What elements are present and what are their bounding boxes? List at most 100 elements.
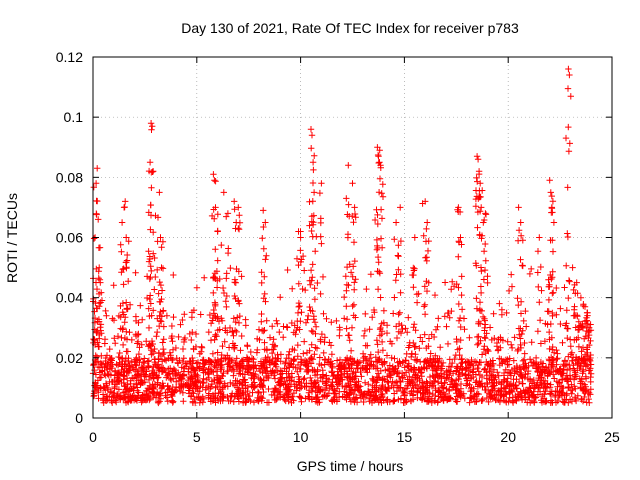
data-point — [457, 323, 464, 331]
data-point — [395, 320, 403, 328]
data-point — [565, 123, 572, 131]
data-point — [281, 360, 289, 367]
data-point — [207, 337, 215, 344]
data-point — [529, 380, 536, 387]
data-point — [179, 358, 187, 366]
data-point — [521, 390, 528, 397]
data-point — [376, 147, 383, 154]
data-point — [235, 204, 242, 211]
data-point — [501, 385, 509, 392]
data-point — [348, 324, 356, 331]
data-point — [565, 294, 572, 302]
data-point — [553, 311, 560, 318]
data-point — [420, 303, 428, 310]
data-point — [391, 355, 398, 362]
data-point — [314, 279, 321, 287]
data-point — [160, 345, 167, 353]
data-point — [329, 383, 336, 390]
data-point — [340, 363, 347, 370]
data-point — [218, 315, 225, 322]
data-point — [505, 287, 513, 295]
data-point — [549, 268, 556, 275]
data-point — [322, 380, 329, 387]
data-point — [366, 361, 374, 369]
data-point — [383, 387, 391, 395]
data-point — [472, 260, 479, 267]
data-point — [361, 379, 369, 386]
data-point — [473, 174, 480, 182]
data-point — [146, 253, 153, 260]
data-point — [466, 367, 474, 375]
data-point — [219, 385, 226, 393]
data-point — [374, 365, 381, 372]
x-tick-label: 0 — [89, 429, 97, 445]
data-point — [210, 289, 217, 297]
data-point — [217, 362, 224, 369]
data-point — [149, 367, 156, 375]
data-point — [115, 375, 122, 382]
data-point — [379, 347, 387, 354]
data-point — [124, 305, 131, 312]
data-point — [285, 351, 292, 358]
data-point — [286, 375, 293, 383]
data-point — [252, 362, 259, 369]
data-point — [328, 351, 336, 358]
data-point — [120, 281, 127, 288]
data-point — [211, 215, 218, 222]
data-point — [515, 204, 522, 211]
y-tick-label: 0.02 — [56, 350, 83, 366]
data-point — [421, 358, 428, 365]
data-point — [125, 278, 132, 285]
data-point — [351, 381, 359, 388]
data-point — [458, 273, 465, 280]
data-point — [574, 361, 582, 368]
data-point — [212, 331, 219, 338]
data-point — [312, 323, 320, 330]
data-point — [112, 340, 119, 347]
data-point — [503, 399, 510, 406]
data-point — [315, 385, 322, 393]
data-point — [536, 234, 543, 241]
data-point — [437, 370, 445, 377]
data-point — [128, 336, 135, 344]
data-point — [576, 375, 583, 382]
data-point — [475, 318, 482, 326]
data-point — [395, 242, 402, 249]
data-point — [129, 385, 137, 392]
data-point — [519, 357, 527, 365]
data-point — [309, 261, 316, 268]
data-point — [311, 152, 318, 159]
data-point — [397, 237, 405, 245]
data-point — [570, 376, 578, 383]
data-point — [423, 257, 430, 265]
data-point — [192, 343, 200, 351]
data-point — [166, 370, 173, 377]
data-point — [102, 380, 110, 387]
data-point — [345, 201, 352, 208]
data-point — [419, 338, 426, 345]
data-point — [425, 335, 433, 342]
data-point — [316, 354, 323, 361]
data-point — [390, 310, 397, 317]
data-point — [298, 398, 305, 405]
data-point — [517, 335, 524, 342]
data-point — [124, 251, 131, 259]
data-point — [456, 314, 464, 322]
data-point — [350, 263, 357, 270]
data-point — [141, 359, 148, 367]
data-point — [345, 162, 352, 169]
data-point — [257, 367, 264, 375]
data-point — [308, 218, 315, 225]
data-point — [391, 236, 398, 243]
data-point — [395, 396, 402, 403]
data-point — [336, 332, 343, 339]
data-point — [321, 386, 329, 394]
data-point — [220, 394, 227, 402]
data-point — [153, 333, 160, 340]
data-point — [227, 379, 234, 386]
data-point — [541, 368, 548, 375]
data-point — [298, 359, 305, 366]
data-point — [575, 326, 583, 333]
data-point — [370, 363, 377, 370]
data-point — [328, 319, 335, 326]
